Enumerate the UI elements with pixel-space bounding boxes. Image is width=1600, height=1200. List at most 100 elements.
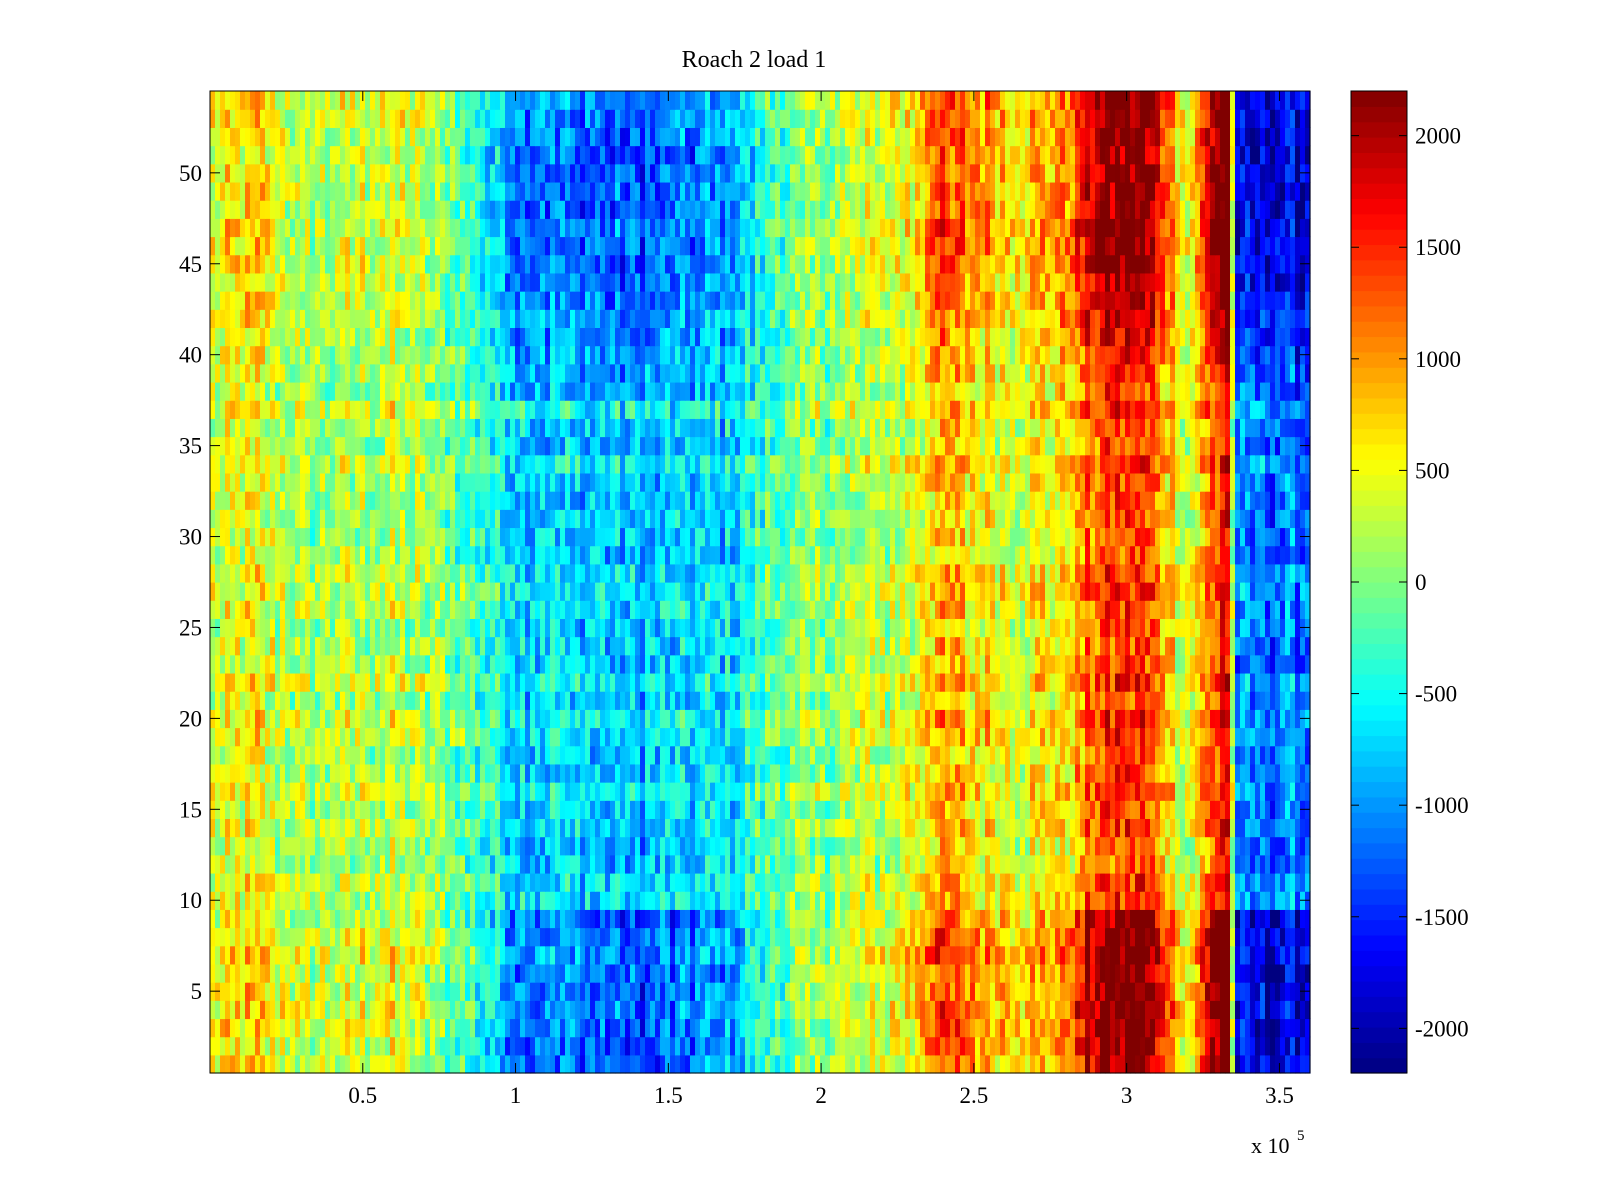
heatmap-cell <box>750 1054 756 1074</box>
heatmap-cell <box>990 1000 996 1020</box>
heatmap-cell <box>470 818 476 838</box>
heatmap-cell <box>450 854 456 874</box>
heatmap-cell <box>1095 709 1101 729</box>
heatmap-cell <box>1260 1000 1266 1020</box>
heatmap-cell <box>1255 818 1261 838</box>
heatmap-cell <box>210 836 216 856</box>
heatmap-cell <box>820 963 826 983</box>
heatmap-cell <box>915 963 921 983</box>
heatmap-cell <box>905 1054 911 1074</box>
heatmap-cell <box>1190 1018 1196 1038</box>
heatmap-cell <box>260 1054 266 1074</box>
heatmap-cell <box>530 800 536 820</box>
heatmap-cell <box>340 982 346 1001</box>
heatmap-cell <box>1140 891 1146 910</box>
heatmap-cell <box>1000 891 1006 910</box>
heatmap-cell <box>1015 800 1021 820</box>
heatmap-cell <box>890 763 896 783</box>
heatmap-cell <box>1215 763 1221 783</box>
heatmap-cell <box>355 691 361 710</box>
heatmap-cell <box>550 709 556 729</box>
heatmap-cell <box>790 945 796 965</box>
heatmap-cell <box>1195 854 1201 874</box>
heatmap-cell <box>720 891 726 910</box>
heatmap-cell <box>1270 709 1276 729</box>
heatmap-cell <box>1000 909 1006 929</box>
heatmap-cell <box>1185 982 1191 1001</box>
heatmap-cell <box>450 909 456 929</box>
heatmap-cell <box>475 891 481 910</box>
heatmap-cell <box>745 1036 751 1056</box>
heatmap-cell <box>1160 945 1166 965</box>
heatmap-cell <box>380 872 386 892</box>
heatmap-cell <box>245 1054 251 1074</box>
heatmap-cell <box>1190 872 1196 892</box>
heatmap-cell <box>285 1054 291 1074</box>
heatmap-cell <box>295 672 301 692</box>
heatmap-cell <box>1025 982 1031 1001</box>
heatmap-cell <box>1090 1054 1096 1074</box>
heatmap-cell <box>1245 909 1251 929</box>
heatmap-cell <box>530 672 536 692</box>
heatmap-cell <box>875 782 881 801</box>
heatmap-cell <box>500 927 506 947</box>
heatmap-cell <box>680 1018 686 1038</box>
heatmap-cell <box>865 945 871 965</box>
heatmap-cell <box>865 1000 871 1020</box>
heatmap-cell <box>855 1054 861 1074</box>
heatmap-cell <box>820 727 826 747</box>
heatmap-cell <box>1220 691 1226 710</box>
heatmap-cell <box>630 1054 636 1074</box>
heatmap-cell <box>825 818 831 838</box>
heatmap-cell <box>1200 836 1206 856</box>
heatmap-cell <box>250 1000 256 1020</box>
heatmap-cell <box>800 982 806 1001</box>
heatmap-cell <box>930 818 936 838</box>
heatmap-cell <box>385 1054 391 1074</box>
heatmap-cell <box>755 982 761 1001</box>
heatmap-cell <box>525 909 531 929</box>
heatmap-cell <box>235 963 241 983</box>
heatmap-cell <box>935 927 941 947</box>
heatmap-cell <box>585 763 591 783</box>
heatmap-cell <box>290 763 296 783</box>
heatmap-cell <box>595 836 601 856</box>
heatmap-cell <box>865 782 871 801</box>
heatmap-cell <box>870 1054 876 1074</box>
heatmap-cell <box>930 854 936 874</box>
heatmap-cell <box>985 872 991 892</box>
heatmap-cell <box>360 872 366 892</box>
heatmap-cell <box>1085 854 1091 874</box>
heatmap-cell <box>1155 672 1161 692</box>
heatmap-cell <box>585 836 591 856</box>
heatmap-cell <box>1280 1000 1286 1020</box>
heatmap-cell <box>660 1036 666 1056</box>
heatmap-cell <box>720 854 726 874</box>
heatmap-cell <box>1030 963 1036 983</box>
heatmap-cell <box>1110 672 1116 692</box>
heatmap-cell <box>1140 1054 1146 1074</box>
heatmap-cell <box>1195 872 1201 892</box>
heatmap-cell <box>465 1000 471 1020</box>
heatmap-cell <box>445 1000 451 1020</box>
heatmap-cell <box>410 818 416 838</box>
heatmap-cell <box>980 836 986 856</box>
heatmap-cell <box>670 1018 676 1038</box>
heatmap-cell <box>245 1018 251 1038</box>
heatmap-cell <box>1195 891 1201 910</box>
heatmap-cell <box>835 672 841 692</box>
heatmap-cell <box>810 800 816 820</box>
heatmap-cell <box>275 945 281 965</box>
heatmap-cell <box>570 982 576 1001</box>
heatmap-cell <box>370 1036 376 1056</box>
heatmap-cell <box>740 691 746 710</box>
heatmap-cell <box>225 1036 231 1056</box>
heatmap-cell <box>365 927 371 947</box>
heatmap-cell <box>1245 1000 1251 1020</box>
heatmap-cell <box>1015 745 1021 765</box>
heatmap-cell <box>360 854 366 874</box>
heatmap-cell <box>680 945 686 965</box>
heatmap-cell <box>615 691 621 710</box>
heatmap-cell <box>585 872 591 892</box>
heatmap-cell <box>505 927 511 947</box>
